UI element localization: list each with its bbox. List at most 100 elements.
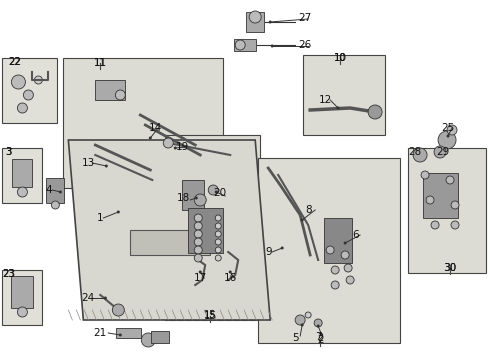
Text: 10: 10	[334, 53, 346, 63]
Circle shape	[194, 246, 202, 254]
Text: 12: 12	[318, 95, 332, 105]
Circle shape	[331, 266, 339, 274]
Circle shape	[305, 312, 311, 318]
Circle shape	[326, 246, 334, 254]
Bar	[2, 148, 43, 203]
Circle shape	[215, 239, 221, 245]
Circle shape	[331, 281, 339, 289]
Circle shape	[368, 105, 382, 119]
Circle shape	[346, 276, 354, 284]
Circle shape	[194, 238, 202, 246]
Bar	[151, 331, 169, 343]
Text: 26: 26	[298, 40, 312, 50]
Bar	[234, 39, 256, 51]
Text: 24: 24	[82, 293, 95, 303]
Circle shape	[446, 135, 449, 138]
Bar	[182, 180, 204, 210]
Circle shape	[215, 215, 221, 221]
Text: 30: 30	[443, 263, 457, 273]
Circle shape	[59, 190, 62, 194]
Circle shape	[438, 131, 456, 149]
Text: 16: 16	[223, 273, 237, 283]
Circle shape	[235, 40, 245, 50]
Circle shape	[341, 251, 349, 259]
Circle shape	[337, 107, 340, 109]
Bar	[96, 80, 125, 100]
Bar	[246, 12, 264, 32]
Circle shape	[24, 90, 33, 100]
Circle shape	[215, 190, 218, 194]
Bar	[130, 230, 210, 255]
Text: 3: 3	[5, 147, 11, 157]
Text: 18: 18	[176, 193, 190, 203]
Circle shape	[295, 315, 305, 325]
Circle shape	[174, 147, 177, 149]
Circle shape	[105, 165, 108, 167]
Text: 10: 10	[334, 53, 347, 63]
Circle shape	[194, 194, 206, 206]
Bar	[303, 55, 385, 135]
Circle shape	[104, 297, 107, 300]
Circle shape	[215, 255, 221, 261]
Circle shape	[112, 304, 124, 316]
Circle shape	[229, 270, 232, 274]
Text: 30: 30	[444, 263, 456, 273]
Bar	[11, 276, 33, 308]
Text: 28: 28	[409, 147, 422, 157]
Bar	[258, 158, 400, 343]
Text: 8: 8	[305, 205, 312, 215]
Circle shape	[426, 196, 434, 204]
Bar	[188, 207, 223, 252]
Text: 20: 20	[214, 188, 227, 198]
Circle shape	[199, 270, 202, 274]
Text: 5: 5	[292, 333, 298, 343]
Text: 13: 13	[82, 158, 95, 168]
Circle shape	[11, 75, 25, 89]
Circle shape	[115, 90, 125, 100]
Circle shape	[413, 148, 427, 162]
Circle shape	[18, 307, 27, 317]
Circle shape	[451, 221, 459, 229]
Text: 19: 19	[175, 142, 189, 152]
Circle shape	[343, 242, 346, 244]
Text: 25: 25	[441, 123, 455, 133]
Circle shape	[117, 211, 120, 213]
Bar	[2, 270, 43, 325]
Bar	[2, 58, 57, 123]
Text: 9: 9	[265, 247, 271, 257]
Text: 6: 6	[352, 230, 358, 240]
Circle shape	[446, 176, 454, 184]
Polygon shape	[69, 140, 270, 320]
Circle shape	[194, 214, 202, 222]
Bar	[12, 159, 32, 187]
Circle shape	[431, 221, 439, 229]
Circle shape	[270, 45, 274, 48]
Circle shape	[314, 319, 322, 327]
Bar	[63, 58, 223, 188]
Circle shape	[208, 185, 218, 195]
Text: 2: 2	[317, 333, 323, 343]
Bar	[324, 217, 352, 262]
Circle shape	[149, 136, 152, 140]
Bar	[116, 328, 141, 338]
Circle shape	[194, 230, 202, 238]
Circle shape	[269, 21, 271, 23]
Circle shape	[215, 223, 221, 229]
Circle shape	[194, 222, 202, 230]
Text: 14: 14	[148, 123, 162, 133]
Text: 1: 1	[97, 213, 104, 223]
Circle shape	[421, 171, 429, 179]
Text: 22: 22	[8, 57, 21, 67]
Bar	[47, 177, 64, 202]
Bar	[422, 172, 458, 217]
Bar	[408, 148, 486, 273]
Circle shape	[344, 264, 352, 272]
Circle shape	[434, 146, 446, 158]
Circle shape	[119, 333, 122, 337]
Bar	[165, 135, 260, 320]
Circle shape	[18, 103, 27, 113]
Circle shape	[317, 324, 319, 328]
Circle shape	[215, 231, 221, 237]
Text: 11: 11	[94, 58, 106, 68]
Circle shape	[301, 219, 304, 221]
